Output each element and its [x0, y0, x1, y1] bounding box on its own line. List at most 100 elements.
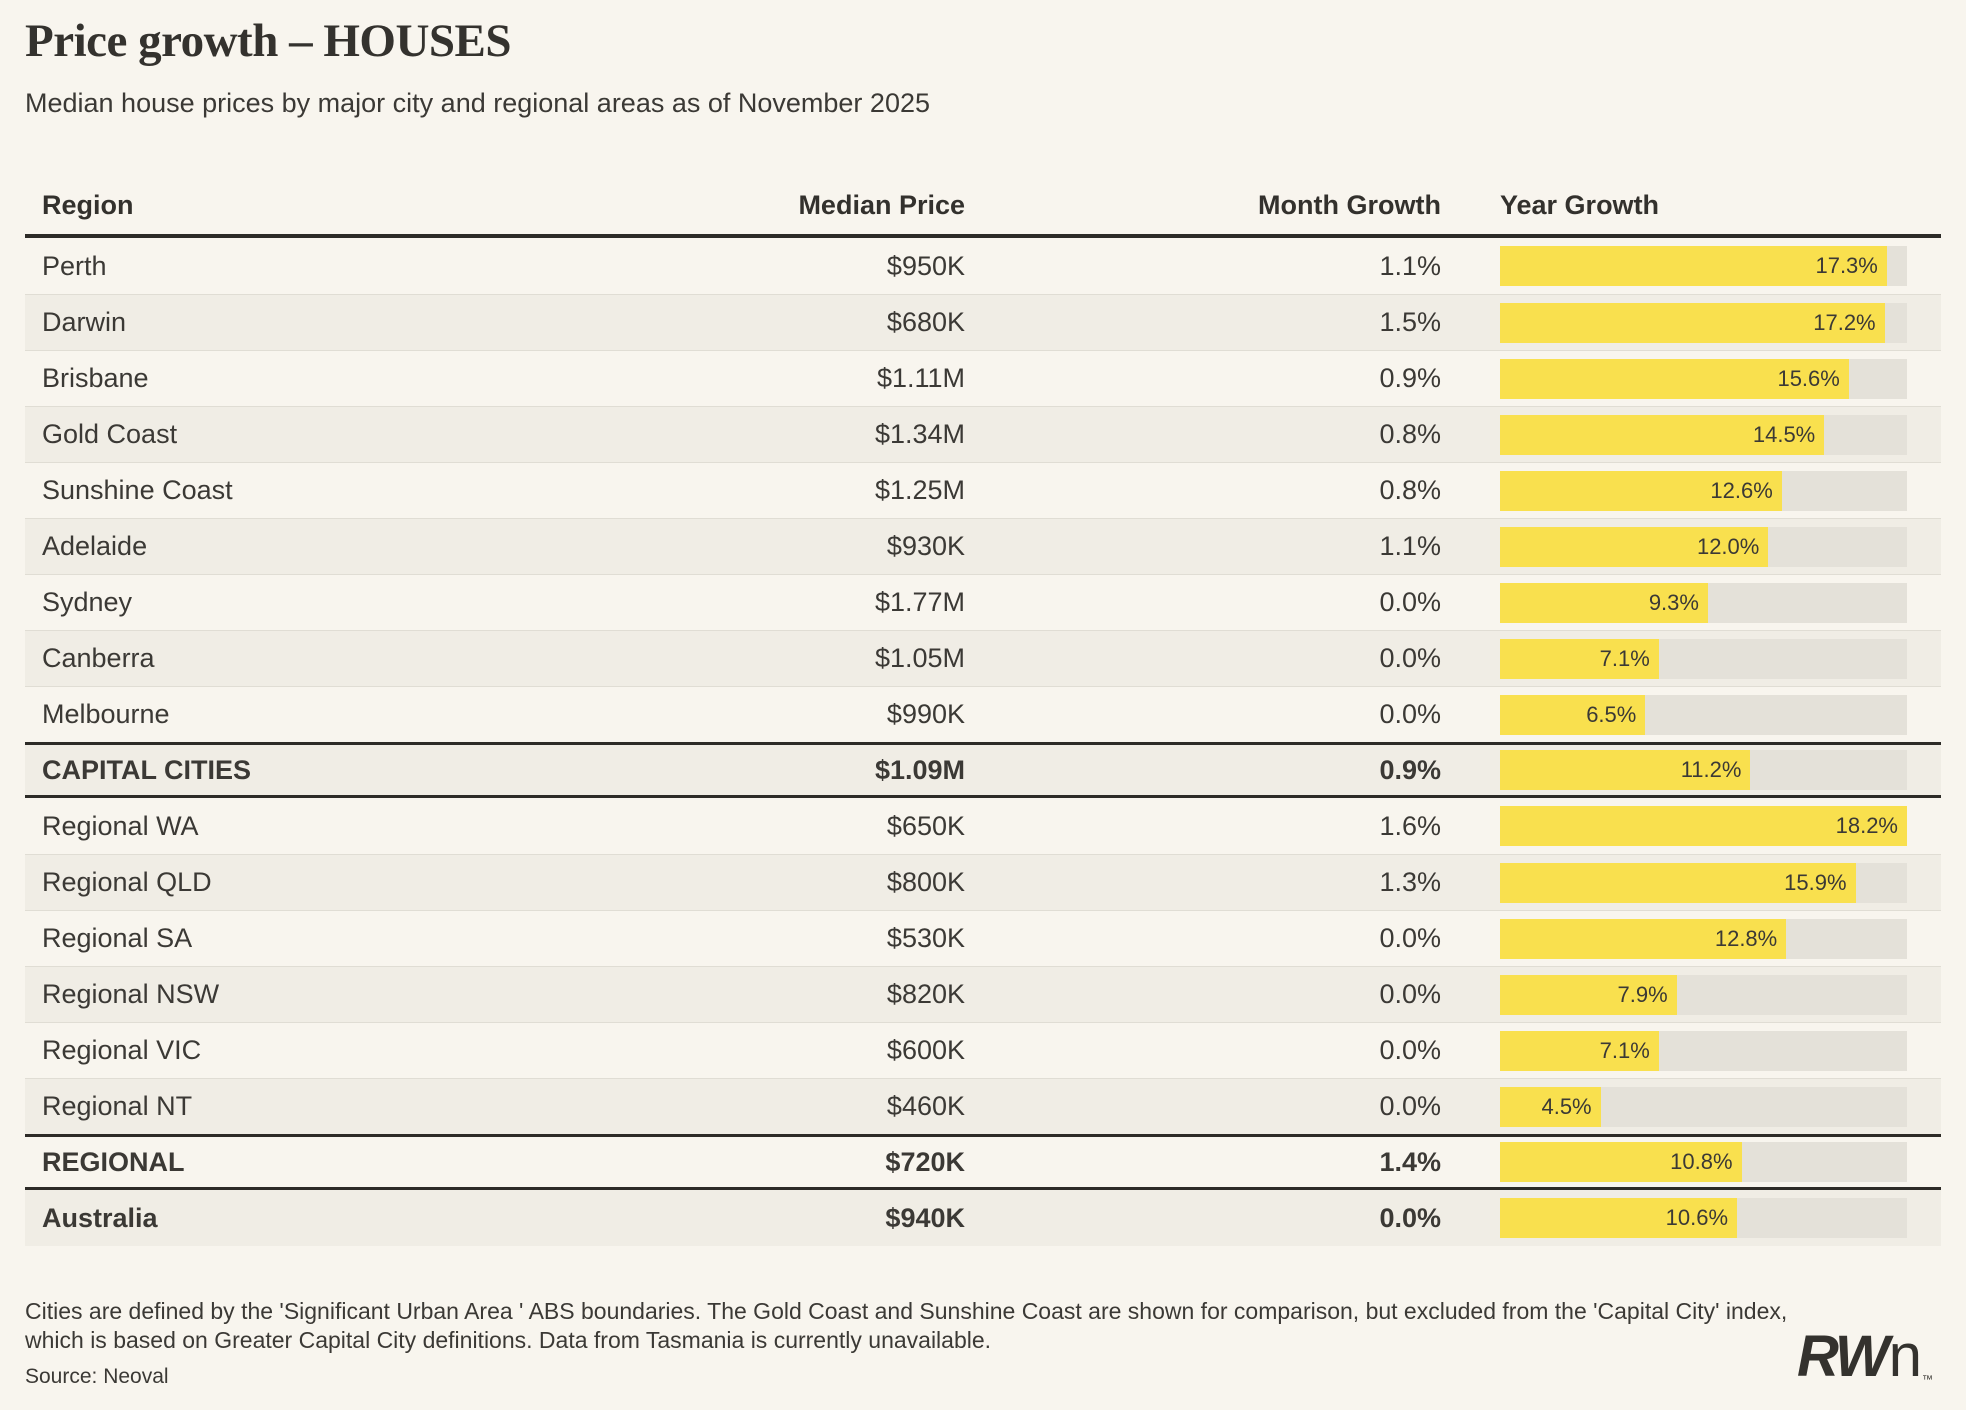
year-growth-bar-track: 6.5%	[1500, 694, 1907, 735]
month-growth-cell: 0.0%	[1379, 923, 1441, 953]
year-growth-value: 4.5%	[1541, 1093, 1592, 1119]
median-price-cell: $990K	[886, 699, 965, 729]
year-growth-bar: 12.6%	[1500, 470, 1782, 511]
year-growth-bar: 14.5%	[1500, 414, 1825, 455]
region-cell: REGIONAL	[42, 1146, 185, 1177]
region-cell: Brisbane	[42, 363, 149, 393]
table-row: REGIONAL $720K 1.4% 10.8%	[25, 1134, 1941, 1190]
year-growth-bar-track: 18.2%	[1500, 806, 1907, 846]
region-cell: Sydney	[42, 587, 133, 617]
median-price-cell: $650K	[886, 810, 965, 841]
year-growth-bar-track: 12.0%	[1500, 526, 1907, 567]
table-row: Regional NSW $820K 0.0% 7.9%	[25, 966, 1941, 1022]
year-growth-bar: 7.9%	[1500, 974, 1677, 1015]
source-attribution: Source: Neoval	[25, 1365, 169, 1388]
month-growth-cell: 1.1%	[1379, 531, 1441, 561]
year-growth-bar: 17.2%	[1500, 302, 1885, 343]
region-cell: Regional NT	[42, 1091, 193, 1121]
year-growth-bar: 18.2%	[1500, 806, 1907, 846]
table-row: Regional QLD $800K 1.3% 15.9%	[25, 854, 1941, 910]
year-growth-cell: 9.3%	[1441, 582, 1941, 623]
median-price-cell: $1.09M	[874, 754, 965, 785]
region-cell: Canberra	[42, 643, 155, 673]
year-growth-cell: 11.2%	[1441, 750, 1941, 790]
median-price-cell: $680K	[886, 307, 965, 337]
year-growth-bar: 12.8%	[1500, 918, 1787, 959]
median-price-cell: $940K	[885, 1202, 965, 1233]
trademark-symbol: ™	[1922, 1374, 1933, 1386]
region-cell: Regional SA	[42, 923, 193, 953]
region-cell: Gold Coast	[42, 419, 178, 449]
year-growth-value: 15.6%	[1777, 365, 1840, 391]
column-header-median-price: Median Price	[798, 189, 965, 220]
month-growth-cell: 0.0%	[1379, 979, 1441, 1009]
footnote: Cities are defined by the 'Significant U…	[25, 1298, 1788, 1353]
median-price-cell: $460K	[886, 1091, 965, 1121]
median-price-cell: $1.25M	[874, 475, 965, 505]
year-growth-cell: 17.3%	[1441, 246, 1941, 286]
chart-subtitle: Median house prices by major city and re…	[25, 88, 930, 118]
table-row: Regional NT $460K 0.0% 4.5%	[25, 1078, 1941, 1134]
year-growth-bar-track: 4.5%	[1500, 1086, 1907, 1127]
region-cell: Regional NSW	[42, 979, 220, 1009]
year-growth-cell: 17.2%	[1441, 302, 1941, 343]
table-row: Regional VIC $600K 0.0% 7.1%	[25, 1022, 1941, 1078]
median-price-cell: $530K	[886, 923, 965, 953]
median-price-cell: $1.05M	[874, 643, 965, 673]
median-price-cell: $600K	[886, 1035, 965, 1065]
median-price-cell: $720K	[885, 1146, 965, 1177]
table-body: Perth $950K 1.1% 17.3% Darwin $680K 1.5% 17.2% B…	[25, 238, 1941, 1246]
year-growth-bar: 12.0%	[1500, 526, 1769, 567]
month-growth-cell: 1.4%	[1379, 1146, 1441, 1177]
table-row: Gold Coast $1.34M 0.8% 14.5%	[25, 406, 1941, 462]
year-growth-bar: 7.1%	[1500, 1030, 1659, 1071]
year-growth-cell: 15.6%	[1441, 358, 1941, 399]
table-row: Darwin $680K 1.5% 17.2%	[25, 294, 1941, 350]
year-growth-bar-track: 14.5%	[1500, 414, 1907, 455]
median-price-cell: $1.34M	[874, 419, 965, 449]
table-row: Adelaide $930K 1.1% 12.0%	[25, 518, 1941, 574]
year-growth-bar: 10.6%	[1500, 1198, 1738, 1238]
median-price-cell: $800K	[886, 867, 965, 897]
month-growth-cell: 0.8%	[1379, 475, 1441, 505]
year-growth-bar-track: 15.6%	[1500, 358, 1907, 399]
price-growth-table: Region Median Price Month Growth Year Gr…	[25, 176, 1941, 1246]
region-cell: Regional WA	[42, 810, 199, 841]
year-growth-bar-track: 7.1%	[1500, 638, 1907, 679]
month-growth-cell: 0.8%	[1379, 419, 1441, 449]
year-growth-value: 11.2%	[1680, 757, 1742, 782]
year-growth-cell: 14.5%	[1441, 414, 1941, 455]
year-growth-value: 15.9%	[1784, 869, 1847, 895]
year-growth-cell: 4.5%	[1441, 1086, 1941, 1127]
year-growth-bar-track: 7.1%	[1500, 1030, 1907, 1071]
year-growth-bar-track: 10.6%	[1500, 1198, 1907, 1238]
year-growth-bar: 15.9%	[1500, 862, 1856, 903]
year-growth-value: 6.5%	[1586, 701, 1637, 727]
table-row: CAPITAL CITIES $1.09M 0.9% 11.2%	[25, 742, 1941, 798]
year-growth-cell: 15.9%	[1441, 862, 1941, 903]
year-growth-value: 9.3%	[1648, 589, 1699, 615]
month-growth-cell: 0.0%	[1379, 643, 1441, 673]
year-growth-bar: 9.3%	[1500, 582, 1708, 623]
year-growth-value: 12.8%	[1714, 925, 1778, 951]
rwn-logo-n: n	[1888, 1322, 1922, 1389]
column-header-region: Region	[42, 189, 134, 220]
year-growth-bar-track: 11.2%	[1500, 750, 1907, 790]
month-growth-cell: 0.0%	[1379, 1202, 1441, 1233]
region-cell: Regional VIC	[42, 1035, 202, 1065]
year-growth-value: 10.6%	[1665, 1205, 1729, 1230]
year-growth-bar-track: 12.8%	[1500, 918, 1907, 959]
region-cell: Melbourne	[42, 699, 170, 729]
year-growth-value: 18.2%	[1835, 813, 1898, 838]
month-growth-cell: 1.1%	[1379, 250, 1441, 281]
region-cell: Darwin	[42, 307, 127, 337]
region-cell: Perth	[42, 250, 107, 281]
table-row: Perth $950K 1.1% 17.3%	[25, 238, 1941, 294]
year-growth-cell: 12.0%	[1441, 526, 1941, 567]
year-growth-cell: 12.8%	[1441, 918, 1941, 959]
year-growth-value: 7.1%	[1599, 1037, 1650, 1063]
year-growth-cell: 6.5%	[1441, 694, 1941, 735]
table-row: Regional SA $530K 0.0% 12.8%	[25, 910, 1941, 966]
year-growth-cell: 7.9%	[1441, 974, 1941, 1015]
column-header-month-growth: Month Growth	[1258, 189, 1441, 220]
